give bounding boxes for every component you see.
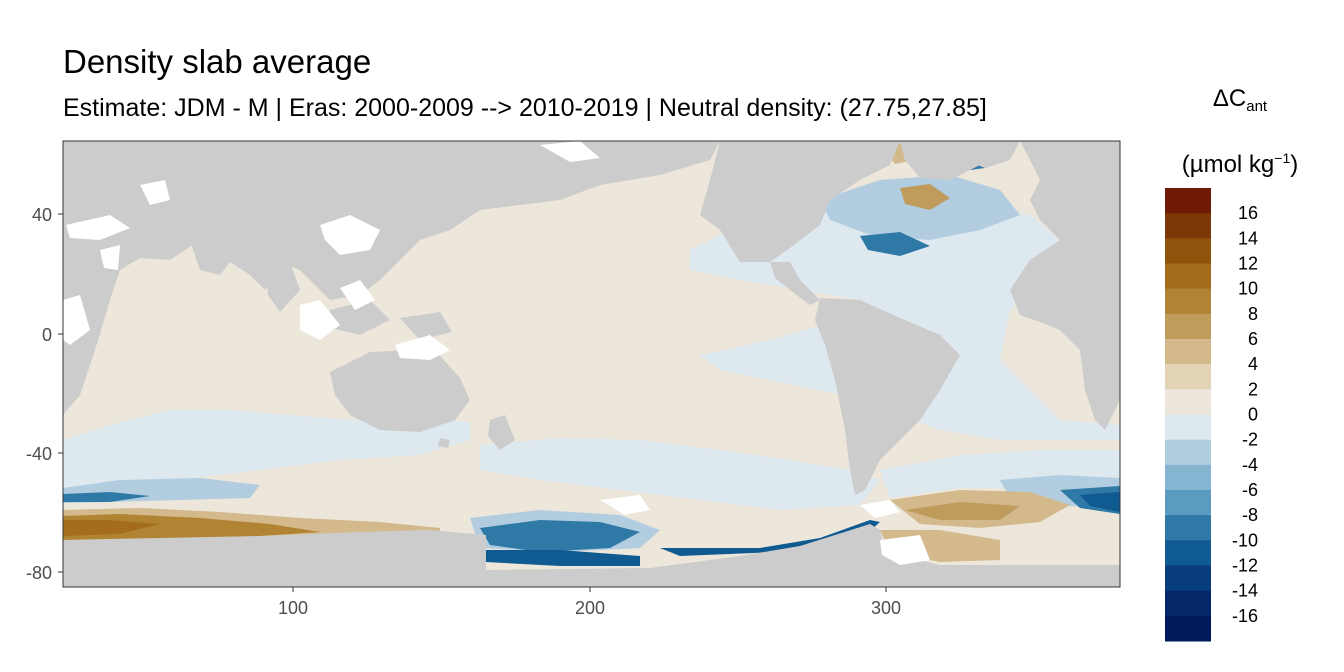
legend-label: -12 — [1232, 556, 1258, 576]
y-tick-label: -40 — [26, 444, 52, 464]
legend-symbol: ΔCant — [1212, 85, 1268, 115]
x-tick-label: 300 — [871, 598, 901, 618]
legend-swatch — [1165, 464, 1211, 491]
land — [63, 141, 1120, 587]
legend-unit: (µmol kg−1) — [1181, 150, 1299, 178]
legend-swatch — [1165, 615, 1211, 642]
legend-swatch — [1165, 389, 1211, 415]
legend-label: 8 — [1248, 304, 1258, 324]
y-tick-label: 40 — [32, 205, 52, 225]
legend-swatch — [1165, 439, 1211, 466]
legend-swatch — [1165, 263, 1211, 290]
legend-label: -4 — [1242, 455, 1258, 475]
legend-label: 4 — [1248, 354, 1258, 374]
legend-label: -16 — [1232, 606, 1258, 626]
legend-swatch — [1165, 238, 1211, 264]
legend-label: -2 — [1242, 430, 1258, 450]
legend-swatch — [1165, 590, 1211, 617]
legend-label: -14 — [1232, 581, 1258, 601]
legend-title: ΔCant (µmol kg−1) — [1150, 84, 1330, 180]
legend-swatch — [1165, 188, 1211, 214]
legend-swatch — [1165, 288, 1211, 315]
map-title: Density slab average — [63, 43, 372, 80]
negative-anomaly-light — [63, 190, 1120, 510]
legend-swatch — [1165, 339, 1211, 365]
legend-label: 12 — [1238, 254, 1258, 274]
map-subtitle: Estimate: JDM - M | Eras: 2000-2009 --> … — [63, 94, 987, 122]
y-axis — [58, 213, 63, 573]
legend-label: 10 — [1238, 279, 1258, 299]
no-data-patches — [63, 141, 930, 565]
legend-label: 0 — [1248, 405, 1258, 425]
legend-label: 2 — [1248, 379, 1258, 399]
legend-swatch — [1165, 515, 1211, 541]
legend-swatch — [1165, 213, 1211, 239]
y-tick-label: -80 — [26, 563, 52, 583]
legend-label: 14 — [1238, 228, 1258, 248]
legend-swatch — [1165, 565, 1211, 592]
legend-label: -8 — [1242, 505, 1258, 525]
legend-swatch — [1165, 414, 1211, 441]
legend-swatch — [1165, 540, 1211, 566]
legend-swatch — [1165, 313, 1211, 340]
legend-label: 6 — [1248, 329, 1258, 349]
legend-label: -10 — [1232, 530, 1258, 550]
x-axis — [292, 587, 887, 592]
legend-swatch — [1165, 490, 1211, 516]
x-tick-label: 100 — [278, 598, 308, 618]
y-tick-label: 0 — [42, 325, 52, 345]
x-tick-label: 200 — [575, 598, 605, 618]
legend-label: 16 — [1238, 203, 1258, 223]
legend-colorbar: 16 14 12 10 8 6 4 2 0 -2 -4 -6 -8 -10 -12 -14 -16 — [1165, 188, 1258, 642]
legend-label: -6 — [1242, 480, 1258, 500]
legend-swatch — [1165, 364, 1211, 390]
